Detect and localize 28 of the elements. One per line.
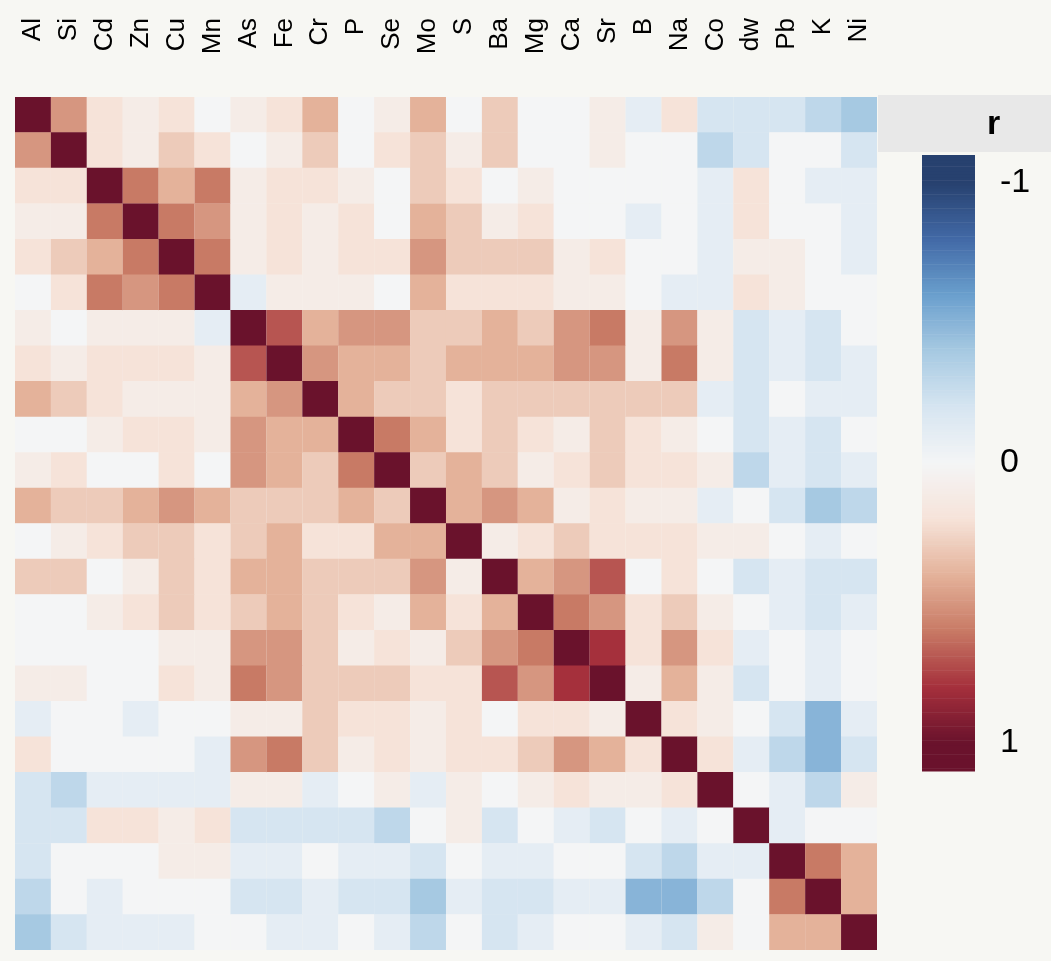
x-tick-label: K xyxy=(806,17,837,36)
x-tick-label: Zn xyxy=(123,18,154,49)
x-tick-label: Sr xyxy=(590,17,621,44)
x-tick-label: Al xyxy=(16,18,47,42)
x-tick-label: Si xyxy=(52,18,83,42)
color-bar-label: 0 xyxy=(1000,441,1019,480)
legend-title: r xyxy=(987,103,1001,142)
x-tick-label: Ni xyxy=(842,18,873,43)
x-tick-label: Cr xyxy=(303,17,334,46)
color-bar-label: -1 xyxy=(1000,161,1031,200)
x-tick-label: As xyxy=(231,18,262,49)
x-tick-label: P xyxy=(339,18,370,36)
x-tick-label: Ca xyxy=(554,17,585,52)
x-tick-label: Fe xyxy=(267,18,298,49)
x-tick-label: Co xyxy=(698,18,729,52)
x-tick-label: Mo xyxy=(411,18,442,55)
x-tick-label: Pb xyxy=(770,18,801,50)
x-tick-label: Cu xyxy=(159,18,190,52)
x-tick-label: dw xyxy=(734,17,765,52)
x-tick-label: Mn xyxy=(195,18,226,55)
x-tick-label: Na xyxy=(662,17,693,52)
x-tick-label: Ba xyxy=(483,17,514,50)
x-tick-label: Cd xyxy=(87,18,118,52)
x-tick-label: Mg xyxy=(518,18,549,55)
color-bar-label: 1 xyxy=(1000,721,1019,760)
x-tick-label: B xyxy=(626,18,657,36)
x-tick-label: S xyxy=(447,18,478,36)
x-tick-label: Se xyxy=(375,18,406,50)
